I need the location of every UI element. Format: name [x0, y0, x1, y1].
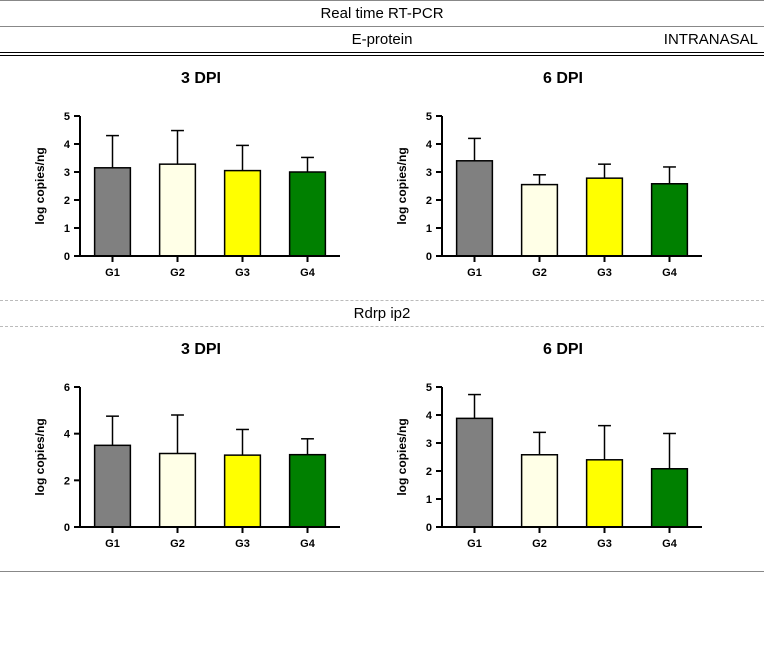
- y-tick-label: 0: [64, 522, 70, 534]
- bar-G4: [290, 172, 326, 256]
- chart-title-r6: 6 DPI: [392, 341, 734, 359]
- y-tick-label: 0: [64, 251, 70, 263]
- sub-header-right: INTRANASAL: [664, 31, 758, 48]
- bar-chart-svg: 0 1 2 3 4 5 G1 G2 G3 G4 log copies/ng: [392, 379, 712, 559]
- y-tick-label: 2: [426, 195, 432, 207]
- chart-title-e3: 3 DPI: [30, 70, 372, 88]
- chart-title-e6: 6 DPI: [392, 70, 734, 88]
- x-tick-label: G4: [662, 538, 678, 550]
- bar-G2: [522, 185, 558, 256]
- x-tick-label: G3: [597, 538, 612, 550]
- main-title: Real time RT-PCR: [320, 5, 443, 22]
- x-tick-label: G4: [300, 538, 316, 550]
- y-tick-label: 5: [426, 111, 432, 123]
- y-tick-label: 2: [64, 195, 70, 207]
- chart-cell-r3: 3 DPI 0 2 4 6 G1 G2 G3 G4 log copies/ng: [20, 335, 382, 571]
- y-tick-label: 2: [426, 466, 432, 478]
- bar-G4: [290, 455, 326, 527]
- y-tick-label: 4: [426, 410, 433, 422]
- x-tick-label: G3: [597, 267, 612, 279]
- bar-G1: [95, 445, 131, 527]
- bar-G1: [457, 418, 493, 527]
- chart-cell-r6: 6 DPI 0 1 2 3 4 5 G1 G2 G3 G4 log copies/ng: [382, 335, 744, 571]
- x-tick-label: G3: [235, 267, 250, 279]
- chart-cell-e3: 3 DPI 0 1 2 3 4 5 G1 G2 G3 G4 log copies/ng: [20, 64, 382, 300]
- y-tick-label: 0: [426, 522, 432, 534]
- bar-chart-svg: 0 1 2 3 4 5 G1 G2 G3 G4 log copies/ng: [392, 108, 712, 288]
- y-tick-label: 5: [426, 382, 432, 394]
- y-axis-label: log copies/ng: [395, 147, 409, 224]
- sub-header-center: E-protein: [352, 31, 413, 48]
- chart-r6: 0 1 2 3 4 5 G1 G2 G3 G4 log copies/ng: [392, 379, 734, 559]
- x-tick-label: G1: [105, 538, 120, 550]
- sub-header-row-2: Rdrp ip2: [0, 300, 764, 327]
- sub-header-center-2: Rdrp ip2: [354, 305, 411, 322]
- y-tick-label: 3: [64, 167, 70, 179]
- bar-G1: [457, 161, 493, 256]
- chart-r3: 0 2 4 6 G1 G2 G3 G4 log copies/ng: [30, 379, 372, 559]
- bar-G3: [225, 455, 261, 527]
- bar-chart-svg: 0 2 4 6 G1 G2 G3 G4 log copies/ng: [30, 379, 350, 559]
- charts-grid-top: 3 DPI 0 1 2 3 4 5 G1 G2 G3 G4 log copies/ng 6 DPI …: [0, 56, 764, 300]
- y-tick-label: 0: [426, 251, 432, 263]
- bar-G2: [160, 164, 196, 256]
- x-tick-label: G1: [467, 267, 482, 279]
- y-tick-label: 1: [426, 494, 432, 506]
- bar-G4: [652, 469, 688, 527]
- x-tick-label: G2: [170, 538, 185, 550]
- y-tick-label: 5: [64, 111, 70, 123]
- y-tick-label: 2: [64, 475, 70, 487]
- x-tick-label: G1: [467, 538, 482, 550]
- x-tick-label: G4: [662, 267, 678, 279]
- bar-G3: [225, 171, 261, 256]
- chart-e6: 0 1 2 3 4 5 G1 G2 G3 G4 log copies/ng: [392, 108, 734, 288]
- x-tick-label: G4: [300, 267, 316, 279]
- y-tick-label: 1: [64, 223, 70, 235]
- chart-cell-e6: 6 DPI 0 1 2 3 4 5 G1 G2 G3 G4 log copies/ng: [382, 64, 744, 300]
- x-tick-label: G1: [105, 267, 120, 279]
- bar-chart-svg: 0 1 2 3 4 5 G1 G2 G3 G4 log copies/ng: [30, 108, 350, 288]
- y-tick-label: 3: [426, 167, 432, 179]
- sub-header-row-1: E-protein INTRANASAL: [0, 27, 764, 56]
- x-tick-label: G2: [532, 267, 547, 279]
- y-tick-label: 4: [64, 429, 71, 441]
- y-tick-label: 4: [426, 139, 433, 151]
- y-tick-label: 6: [64, 382, 70, 394]
- x-tick-label: G2: [532, 538, 547, 550]
- y-tick-label: 3: [426, 438, 432, 450]
- y-axis-label: log copies/ng: [33, 418, 47, 495]
- bar-G4: [652, 184, 688, 256]
- y-axis-label: log copies/ng: [33, 147, 47, 224]
- bar-G3: [587, 460, 623, 527]
- bar-G2: [160, 454, 196, 528]
- page-root: Real time RT-PCR E-protein INTRANASAL 3 …: [0, 0, 764, 572]
- chart-e3: 0 1 2 3 4 5 G1 G2 G3 G4 log copies/ng: [30, 108, 372, 288]
- bar-G1: [95, 168, 131, 256]
- bar-G2: [522, 455, 558, 527]
- charts-grid-bottom: 3 DPI 0 2 4 6 G1 G2 G3 G4 log copies/ng 6 DPI 0 1…: [0, 327, 764, 572]
- chart-title-r3: 3 DPI: [30, 341, 372, 359]
- main-title-row: Real time RT-PCR: [0, 0, 764, 27]
- bar-G3: [587, 178, 623, 256]
- y-axis-label: log copies/ng: [395, 418, 409, 495]
- y-tick-label: 4: [64, 139, 71, 151]
- x-tick-label: G2: [170, 267, 185, 279]
- y-tick-label: 1: [426, 223, 432, 235]
- x-tick-label: G3: [235, 538, 250, 550]
